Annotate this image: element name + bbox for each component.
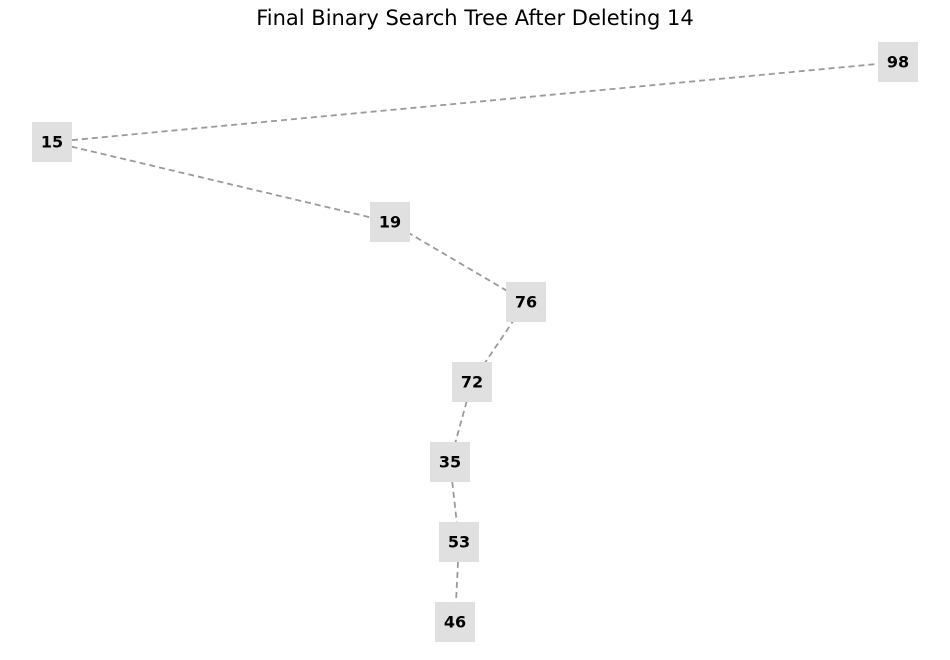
node-box bbox=[370, 202, 410, 242]
node-35: 35 bbox=[430, 442, 470, 482]
node-box bbox=[435, 602, 475, 642]
node-98: 98 bbox=[878, 42, 918, 82]
node-label: 15 bbox=[41, 133, 63, 152]
node-label: 53 bbox=[448, 533, 470, 552]
node-layer: 98 15 19 76 72 35 53 46 bbox=[32, 42, 918, 642]
node-label: 72 bbox=[461, 373, 483, 392]
node-box bbox=[32, 122, 72, 162]
node-box bbox=[506, 282, 546, 322]
edge-15-19 bbox=[51, 141, 391, 223]
node-label: 46 bbox=[444, 613, 466, 632]
edge-19-76 bbox=[389, 221, 527, 303]
node-19: 19 bbox=[370, 202, 410, 242]
node-label: 35 bbox=[439, 453, 461, 472]
edge-15-98 bbox=[51, 61, 899, 143]
node-72: 72 bbox=[452, 362, 492, 402]
node-15: 15 bbox=[32, 122, 72, 162]
node-box bbox=[439, 522, 479, 562]
node-label: 19 bbox=[379, 213, 401, 232]
node-label: 98 bbox=[887, 53, 909, 72]
node-box bbox=[452, 362, 492, 402]
node-76: 76 bbox=[506, 282, 546, 322]
node-46: 46 bbox=[435, 602, 475, 642]
node-53: 53 bbox=[439, 522, 479, 562]
node-box bbox=[878, 42, 918, 82]
diagram-title: Final Binary Search Tree After Deleting … bbox=[256, 6, 694, 30]
node-label: 76 bbox=[515, 293, 537, 312]
node-box bbox=[430, 442, 470, 482]
